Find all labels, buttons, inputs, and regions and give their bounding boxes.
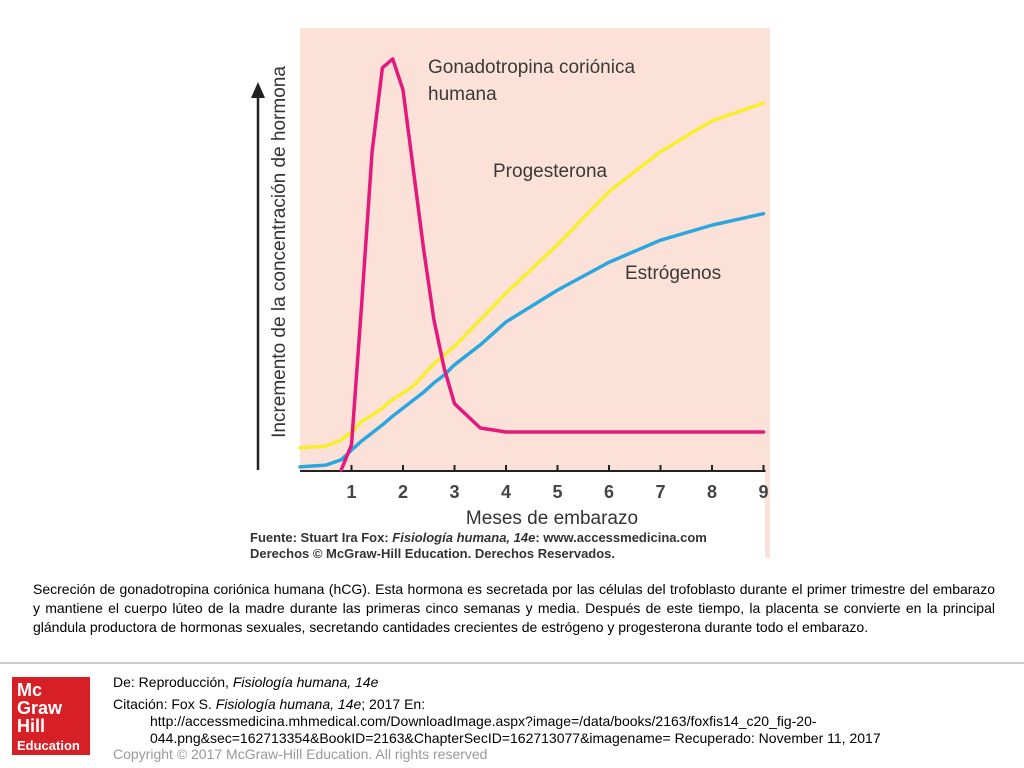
x-axis-label: Meses de embarazo: [466, 508, 638, 529]
series-label: Progesterona: [493, 161, 608, 182]
citation-suffix: ; 2017 En:: [361, 696, 426, 712]
logo-line: Hill: [17, 716, 46, 736]
logo-line: Education: [17, 738, 80, 753]
series-line: [298, 211, 766, 469]
x-tick-label: 8: [707, 482, 717, 502]
series-label: Gonadotropina coriónica humana: [428, 57, 636, 105]
from-prefix: De: Reproducción,: [113, 674, 233, 690]
series-line: [298, 101, 766, 450]
source-book: Fisiología humana, 14e: [392, 530, 536, 545]
source-suffix: : www.accessmedicina.com: [535, 530, 707, 545]
rights: Derechos © McGraw-Hill Education. Derech…: [250, 546, 616, 561]
divider: [0, 662, 1024, 664]
logo-line: Mc: [17, 680, 43, 700]
citation: Citación: Fox S. Fisiología humana, 14e;…: [113, 696, 425, 712]
from-book: Fisiología humana, 14e: [232, 674, 379, 690]
x-tick-label: 1: [346, 482, 356, 502]
url: http://accessmedicina.mhmedical.com/Down…: [150, 713, 817, 729]
x-tick-label: 2: [398, 482, 408, 502]
x-tick-label: 7: [655, 482, 665, 502]
x-tick-label: 9: [758, 482, 768, 502]
chart: Incremento de la concentración de hormon…: [251, 28, 770, 558]
copyright: Copyright © 2017 McGraw-Hill Education. …: [113, 746, 488, 762]
from: De: Reproducción, Fisiología humana, 14e: [113, 674, 378, 690]
caption: Secreción de gonadotropina coriónica hum…: [33, 581, 995, 635]
x-tick-label: 5: [552, 482, 562, 502]
x-tick-label: 3: [449, 482, 459, 502]
series-label: Estrógenos: [625, 263, 722, 284]
y-axis-label: Incremento de la concentración de hormon…: [269, 66, 290, 438]
x-tick-label: 6: [604, 482, 614, 502]
citation-prefix: Citación: Fox S.: [113, 696, 216, 712]
source-prefix: Fuente: Stuart Ira Fox:: [250, 530, 393, 545]
x-tick-label: 4: [501, 482, 511, 502]
logo: Mc Graw Hill Education: [12, 677, 90, 755]
panel-edge: [765, 28, 770, 558]
source: Fuente: Stuart Ira Fox: Fisiología human…: [250, 530, 707, 545]
citation-book: Fisiología humana, 14e: [215, 696, 362, 712]
url: 044.png&sec=162713354&BookID=2163&Chapte…: [150, 730, 881, 746]
logo-line: Graw: [17, 698, 63, 718]
arrow-head: [251, 82, 265, 98]
series-line: [339, 57, 766, 472]
